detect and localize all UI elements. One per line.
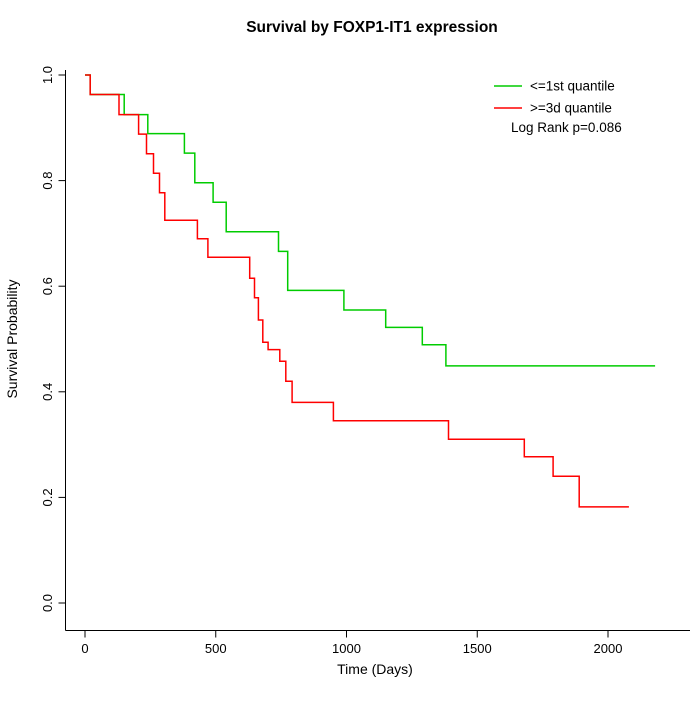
x-tick-label: 1000	[332, 641, 361, 656]
x-tick-label: 500	[205, 641, 227, 656]
y-tick-label: 0.4	[40, 383, 55, 401]
chart-title: Survival by FOXP1-IT1 expression	[246, 19, 498, 36]
axes: 0 500 1000 1500 2000 0.0 0.2 0.4 0.6 0.8 1.0	[40, 66, 690, 656]
legend-label: <=1st quantile	[530, 79, 615, 94]
y-tick-label: 0.0	[40, 594, 55, 612]
legend: <=1st quantile >=3d quantile	[494, 79, 615, 116]
series-line-1	[85, 74, 629, 508]
y-tick-label: 0.2	[40, 488, 55, 506]
y-tick-label: 0.6	[40, 277, 55, 295]
log-rank-pvalue-annotation: Log Rank p=0.086	[511, 120, 622, 135]
legend-label: >=3d quantile	[530, 101, 612, 116]
x-axis-label: Time (Days)	[337, 661, 413, 677]
x-tick-label: 2000	[594, 641, 623, 656]
legend-item: <=1st quantile	[494, 79, 615, 94]
x-tick-label: 0	[81, 641, 88, 656]
y-tick-label: 0.8	[40, 172, 55, 190]
series-lines	[85, 74, 656, 508]
y-tick-label: 1.0	[40, 66, 55, 84]
x-tick-label: 1500	[463, 641, 492, 656]
y-axis-label: Survival Probability	[4, 279, 20, 398]
legend-item: >=3d quantile	[494, 101, 612, 116]
